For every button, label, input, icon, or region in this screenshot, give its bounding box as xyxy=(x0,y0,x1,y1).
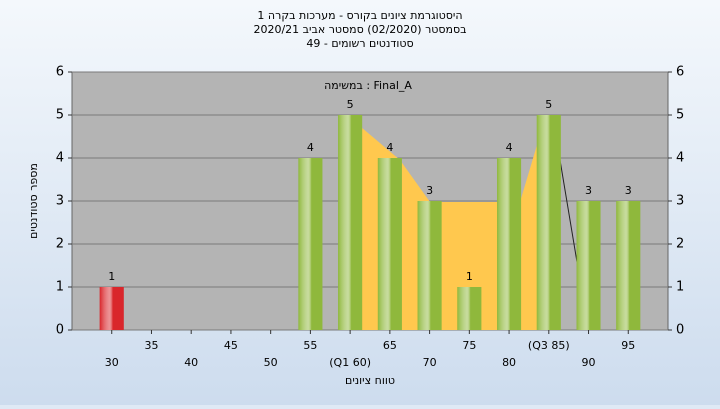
x-tick-label: 55 xyxy=(303,339,317,352)
x-tick-label: 95 xyxy=(621,339,635,352)
x-tick-label: 70 xyxy=(423,356,437,369)
x-tick-label: 45 xyxy=(224,339,238,352)
value-label: 1 xyxy=(108,270,115,283)
x-tick-label: (Q1 60) xyxy=(329,356,371,369)
bar xyxy=(377,158,402,330)
y2-tick-label: 0 xyxy=(676,323,684,338)
annotation: במשימה : Final_A xyxy=(324,79,412,92)
value-label: 3 xyxy=(585,184,592,197)
y2-tick-label: 2 xyxy=(676,237,684,252)
x-tick-label: (Q3 85) xyxy=(528,339,570,352)
value-label: 4 xyxy=(506,141,513,154)
y-tick-label: 4 xyxy=(56,151,64,166)
bar xyxy=(298,158,323,330)
bar xyxy=(417,201,442,330)
value-label: 4 xyxy=(307,141,314,154)
x-tick-label: 50 xyxy=(264,356,278,369)
distribution-line xyxy=(559,159,578,263)
x-tick-label: 80 xyxy=(502,356,516,369)
value-label: 1 xyxy=(466,270,473,283)
value-label: 5 xyxy=(545,98,552,111)
chart-subtitle: סטודנטים רשומים - 49 xyxy=(306,37,413,50)
y-tick-label: 1 xyxy=(56,280,64,295)
value-label: 3 xyxy=(625,184,632,197)
x-tick-label: 65 xyxy=(383,339,397,352)
x-tick-label: 30 xyxy=(105,356,119,369)
chart-subtitle: בסמסטר (02/2020) סמסטר אביב 2020/21 xyxy=(253,23,466,36)
bar xyxy=(616,201,641,330)
y-tick-label: 5 xyxy=(56,108,64,123)
y2-tick-label: 1 xyxy=(676,280,684,295)
y-tick-label: 3 xyxy=(56,194,64,209)
bar xyxy=(497,158,522,330)
y-tick-label: 6 xyxy=(56,65,64,80)
x-tick-label: 90 xyxy=(582,356,596,369)
value-label: 5 xyxy=(347,98,354,111)
x-tick-label: 40 xyxy=(184,356,198,369)
bar xyxy=(576,201,601,330)
x-tick-label: 75 xyxy=(462,339,476,352)
bar xyxy=(536,115,561,330)
y-axis-label: מספר סטודנטים xyxy=(27,163,40,239)
value-label: 3 xyxy=(426,184,433,197)
bar xyxy=(457,287,482,330)
x-tick-label: 35 xyxy=(144,339,158,352)
y2-tick-label: 6 xyxy=(676,65,684,80)
bar xyxy=(99,287,124,330)
bar xyxy=(338,115,363,330)
x-axis-label: טווח ציונים xyxy=(345,374,395,387)
marks xyxy=(99,115,641,330)
chart-title: היסטוגרמת ציונים בקורס - מערכות בקרה 1 xyxy=(257,9,462,22)
y-tick-label: 0 xyxy=(56,323,64,338)
y2-tick-label: 4 xyxy=(676,151,684,166)
y-tick-label: 2 xyxy=(56,237,64,252)
y2-tick-label: 5 xyxy=(676,108,684,123)
value-label: 4 xyxy=(386,141,393,154)
y2-tick-label: 3 xyxy=(676,194,684,209)
